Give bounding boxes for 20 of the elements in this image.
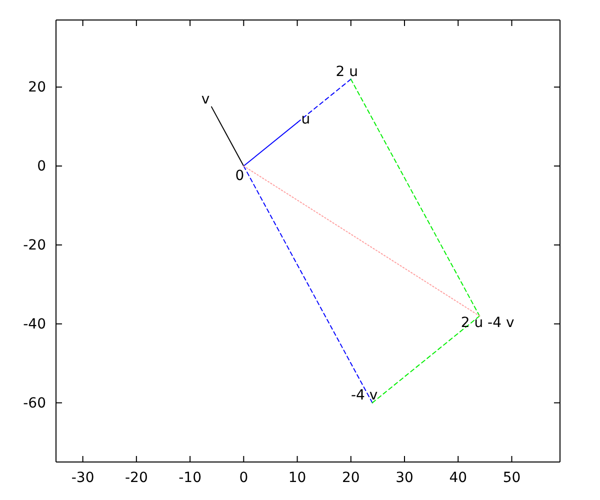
x-tick-label: 40: [449, 470, 468, 486]
x-tick-label: -10: [178, 470, 202, 486]
y-tick-label: 20: [28, 80, 46, 96]
y-tick-label: -60: [23, 395, 46, 412]
x-tick-label: 30: [396, 470, 414, 486]
annotation: -4 v: [350, 388, 378, 404]
y-tick-label: -40: [23, 316, 46, 332]
x-tick-label: 50: [502, 470, 521, 486]
y-tick-label: -20: [23, 237, 46, 254]
annotation: v: [201, 92, 210, 108]
x-tick-label: 10: [288, 470, 306, 486]
x-tick-label: 20: [342, 470, 360, 486]
x-tick-label: -20: [124, 470, 148, 486]
annotation: u: [301, 112, 310, 128]
annotation: 0: [235, 168, 244, 184]
annotation: 2 u -4 v: [460, 314, 514, 331]
x-tick-label: -30: [71, 470, 94, 486]
annotation: 2 u: [336, 64, 358, 80]
y-tick-label: 0: [37, 158, 46, 174]
x-tick-label: 0: [239, 470, 248, 486]
